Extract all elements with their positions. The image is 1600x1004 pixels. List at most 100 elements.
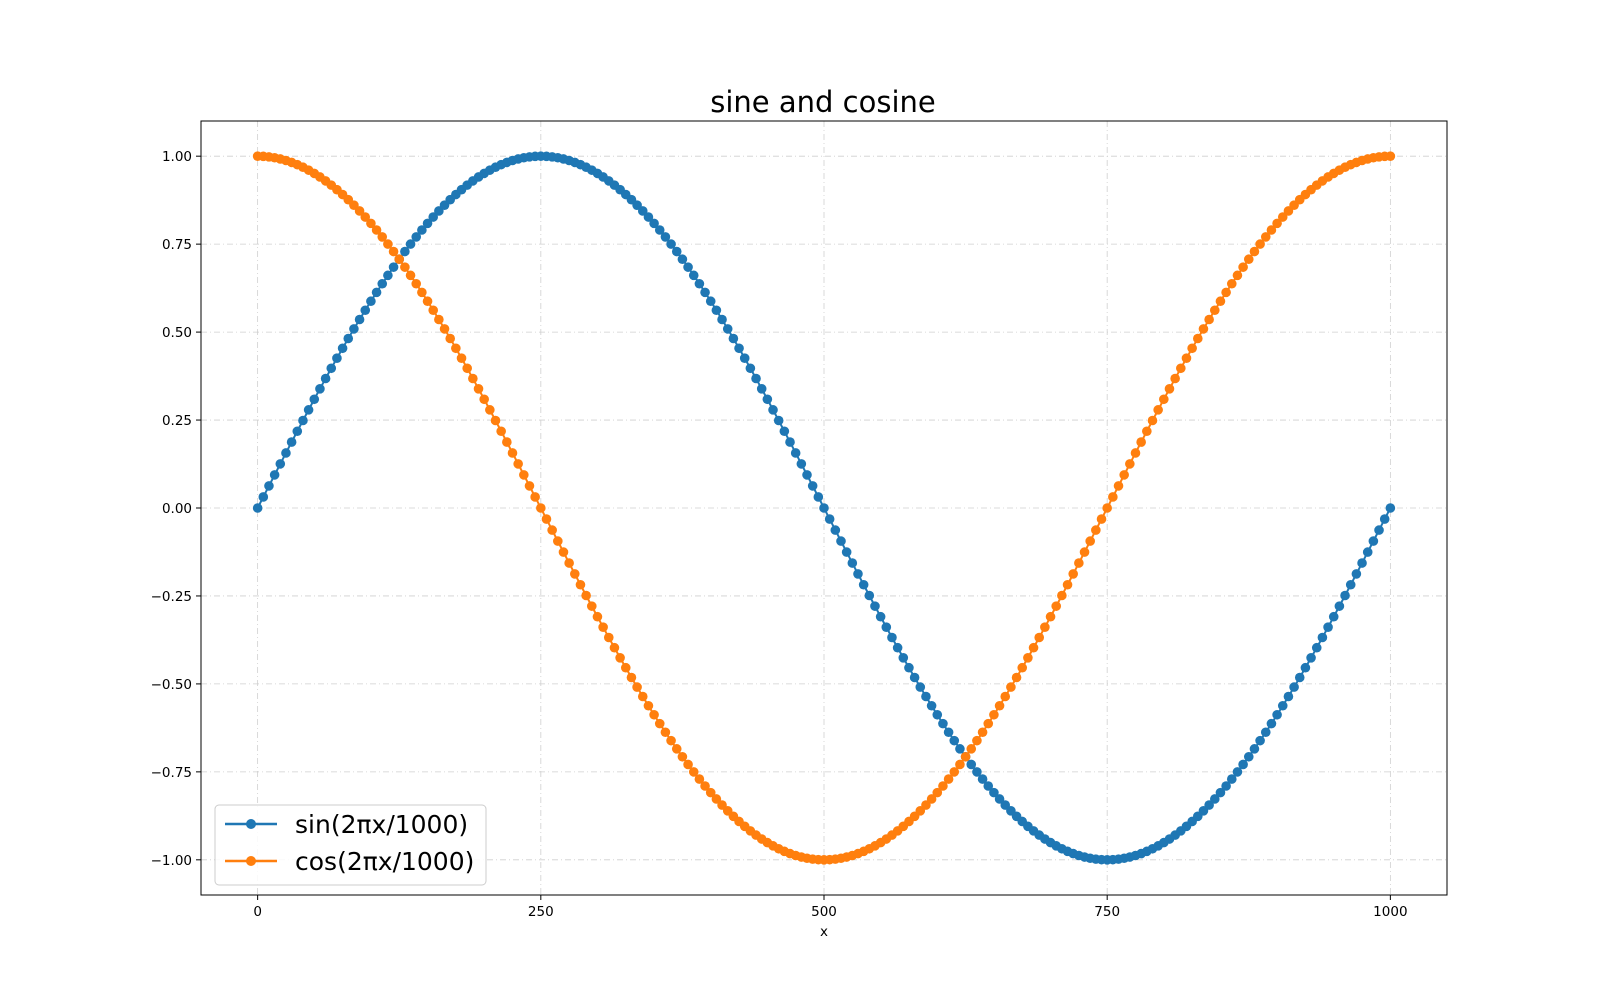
data-point — [558, 547, 569, 557]
x-tick-label: 250 — [528, 904, 554, 920]
data-point — [1079, 547, 1090, 557]
data-point — [994, 700, 1005, 711]
data-point — [1249, 246, 1260, 257]
data-point — [819, 503, 829, 513]
series-markers-sin — [252, 151, 1396, 865]
x-tick-label: 1000 — [1373, 904, 1407, 920]
data-point — [405, 239, 416, 249]
data-point — [734, 343, 744, 354]
y-tick-label: −0.25 — [151, 589, 192, 605]
data-point — [1272, 218, 1282, 229]
data-point — [915, 682, 926, 692]
data-point — [626, 672, 637, 683]
data-point — [298, 415, 308, 426]
data-point — [773, 415, 784, 426]
data-point — [938, 781, 948, 791]
data-point — [1164, 384, 1175, 394]
data-point — [688, 767, 699, 777]
data-point — [1266, 225, 1277, 235]
data-point — [1368, 536, 1379, 546]
data-point — [371, 287, 382, 298]
data-point — [1260, 232, 1271, 242]
data-point — [943, 727, 954, 738]
data-point — [1085, 536, 1095, 546]
data-point — [615, 653, 625, 663]
data-point — [813, 492, 824, 502]
data-point — [637, 691, 648, 702]
data-point — [1057, 590, 1067, 601]
data-point — [434, 314, 444, 325]
legend-label: sin(2πx/1000) — [295, 810, 468, 839]
data-point — [847, 558, 858, 568]
data-point — [1306, 653, 1316, 663]
data-point — [422, 296, 433, 307]
data-point — [598, 622, 608, 632]
data-point — [858, 579, 869, 590]
data-point — [705, 296, 716, 307]
data-point — [1334, 601, 1345, 611]
data-point — [671, 744, 682, 754]
data-point — [524, 481, 535, 491]
data-point — [694, 278, 705, 289]
data-point — [1147, 415, 1158, 426]
data-point — [1243, 254, 1254, 265]
data-point — [1255, 239, 1265, 249]
data-point — [1074, 558, 1084, 568]
legend-swatch-marker — [246, 819, 256, 829]
data-point — [1051, 601, 1062, 611]
data-point — [1226, 278, 1237, 289]
data-point — [705, 787, 716, 798]
data-point — [275, 459, 286, 469]
data-point — [1357, 558, 1367, 568]
data-point — [654, 225, 665, 235]
data-point — [1176, 363, 1186, 374]
data-point — [1221, 781, 1231, 791]
y-tick-label: −1.00 — [151, 853, 192, 869]
data-point — [354, 314, 365, 325]
data-point — [1062, 579, 1073, 590]
data-point — [677, 254, 688, 265]
data-point — [405, 270, 416, 281]
data-point — [989, 709, 999, 720]
data-point — [575, 579, 586, 590]
data-point — [445, 333, 456, 344]
data-point — [564, 558, 574, 568]
data-point — [1159, 394, 1169, 405]
data-point — [490, 415, 501, 426]
data-point — [836, 536, 846, 546]
data-point — [683, 262, 693, 272]
data-point — [683, 759, 693, 770]
data-point — [1204, 314, 1214, 325]
data-point — [286, 437, 297, 447]
data-point — [875, 611, 886, 622]
data-point — [881, 622, 892, 632]
data-point — [688, 270, 699, 281]
data-point — [417, 225, 427, 235]
data-point — [796, 459, 807, 469]
data-point — [762, 394, 773, 405]
data-point — [1255, 735, 1265, 746]
data-point — [711, 794, 722, 804]
data-point — [643, 700, 654, 711]
data-point — [479, 394, 489, 405]
data-point — [1226, 774, 1237, 784]
data-point — [570, 569, 580, 579]
data-point — [349, 324, 359, 334]
x-tick-label: 0 — [253, 904, 262, 920]
data-point — [824, 514, 835, 524]
data-point — [366, 296, 376, 307]
data-point — [960, 751, 971, 762]
data-point — [530, 492, 540, 502]
data-point — [926, 700, 937, 711]
data-point — [468, 373, 478, 384]
data-point — [417, 287, 427, 298]
chart-title: sine and cosine — [710, 85, 935, 119]
data-point — [643, 212, 654, 222]
data-point — [377, 278, 388, 289]
series-cos — [252, 151, 1396, 865]
y-tick-label: 0.75 — [162, 237, 192, 253]
data-point — [921, 691, 931, 702]
data-point — [892, 642, 903, 653]
y-tick-label: 1.00 — [162, 149, 192, 165]
